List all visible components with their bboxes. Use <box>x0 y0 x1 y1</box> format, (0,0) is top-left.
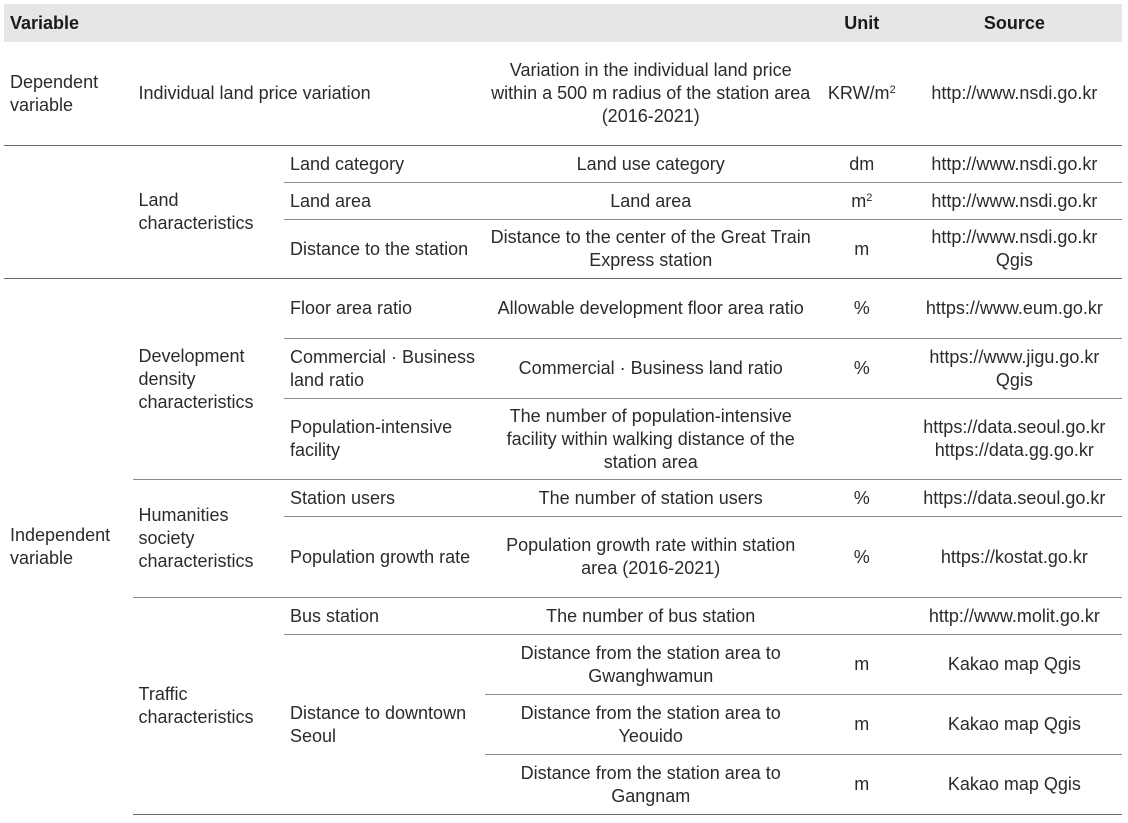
variable-name: Floor area ratio <box>283 278 485 339</box>
variable-unit: % <box>816 516 907 598</box>
table-row: Population-intensive facility The number… <box>4 398 1122 480</box>
variable-name: Population growth rate <box>283 516 485 598</box>
category-development-density: Development density characteristics <box>132 278 284 480</box>
variable-source: https://kostat.go.kr <box>906 516 1122 598</box>
variable-description: Population growth rate within station ar… <box>484 516 817 598</box>
group-empty-cell <box>4 145 133 279</box>
variable-description: Commercial · Business land ratio <box>484 338 817 399</box>
table-row: Traffic characteristics Bus station The … <box>4 597 1122 815</box>
table-row: Land area Land area m2 http://www.nsdi.g… <box>4 182 1122 220</box>
variable-source: https://www.eum.go.kr <box>906 278 1122 339</box>
table-row: Population growth rate Population growth… <box>4 516 1122 598</box>
table-row: Humanities society characteristics Stati… <box>4 479 1122 598</box>
variable-description: The number of station users <box>484 479 817 517</box>
table-row: Distance from the station area to Yeouid… <box>4 694 1122 755</box>
variable-unit: % <box>816 338 907 399</box>
table-row: Land characteristics Land category Land … <box>4 145 1122 279</box>
variable-name: Commercial · Business land ratio <box>283 338 485 399</box>
variable-description: Variation in the individual land price w… <box>491 60 811 126</box>
variable-name: Station users <box>283 479 485 517</box>
variable-description: The number of population-intensive facil… <box>484 398 817 480</box>
variable-description: The number of bus station <box>484 597 817 635</box>
variable-unit: % <box>816 479 907 517</box>
variable-source: http://www.nsdi.go.kr <box>906 145 1122 183</box>
variable-source: https://www.jigu.go.kr Qgis <box>906 338 1122 399</box>
header-unit: Unit <box>816 4 907 42</box>
header-row: Variable Unit Source <box>4 4 1122 42</box>
variable-source: http://www.molit.go.kr <box>906 597 1122 635</box>
group-independent-variable: Independent variable <box>4 278 133 815</box>
variable-unit: m2 <box>816 182 907 220</box>
category-land: Land characteristics <box>132 145 284 279</box>
table-row: Independent variable Development density… <box>4 278 1122 815</box>
variable-name: Land area <box>283 182 485 220</box>
variable-unit: KRW/m2 <box>827 83 896 103</box>
variable-unit: m <box>816 219 907 279</box>
header-source: Source <box>906 4 1122 42</box>
variable-source: http://www.nsdi.go.kr <box>906 182 1122 220</box>
variable-unit: % <box>816 278 907 339</box>
variable-name: Land category <box>283 145 485 183</box>
category-traffic: Traffic characteristics <box>132 597 284 815</box>
variable-unit: m <box>816 754 907 815</box>
variable-description: Distance to the center of the Great Trai… <box>484 219 817 279</box>
table-row-dependent: Dependent variable Individual land price… <box>4 42 1122 146</box>
variable-description: Land area <box>484 182 817 220</box>
variable-unit: m <box>816 694 907 755</box>
table-row: Distance to downtown Seoul Distance from… <box>4 634 1122 815</box>
variable-source: https://data.seoul.go.kr <box>906 479 1122 517</box>
variable-unit <box>816 398 907 480</box>
variable-name: Bus station <box>283 597 485 635</box>
table-row: Distance from the station area to Gangna… <box>4 754 1122 815</box>
variable-description: Distance from the station area to Yeouid… <box>484 694 817 755</box>
variable-name: Distance to downtown Seoul <box>283 634 485 815</box>
group-dependent-variable: Dependent variable <box>10 71 99 115</box>
variable-source: https://data.seoul.go.kr https://data.gg… <box>906 398 1122 480</box>
variable-description: Allowable development floor area ratio <box>484 278 817 339</box>
table-row: Distance to the station Distance to the … <box>4 219 1122 279</box>
variable-unit: dm <box>816 145 907 183</box>
variable-name: Population-intensive facility <box>283 398 485 480</box>
variable-name: Individual land price variation <box>138 83 371 103</box>
variable-source: http://www.nsdi.go.kr <box>931 83 1098 103</box>
variable-source: Kakao map Qgis <box>906 634 1122 695</box>
header-variable: Variable <box>4 4 817 42</box>
variable-description: Distance from the station area to Gangna… <box>484 754 817 815</box>
variable-source: http://www.nsdi.go.kr Qgis <box>906 219 1122 279</box>
variable-unit <box>816 597 907 635</box>
variable-unit: m <box>816 634 907 695</box>
variable-description: Land use category <box>484 145 817 183</box>
table-row: Commercial · Business land ratio Commerc… <box>4 338 1122 399</box>
variables-table: Variable Unit Source Dependent variable … <box>4 4 1122 815</box>
variable-name: Distance to the station <box>283 219 485 279</box>
variable-description: Distance from the station area to Gwangh… <box>484 634 817 695</box>
variable-source: Kakao map Qgis <box>906 754 1122 815</box>
variable-source: Kakao map Qgis <box>906 694 1122 755</box>
category-humanities-society: Humanities society characteristics <box>132 479 284 598</box>
